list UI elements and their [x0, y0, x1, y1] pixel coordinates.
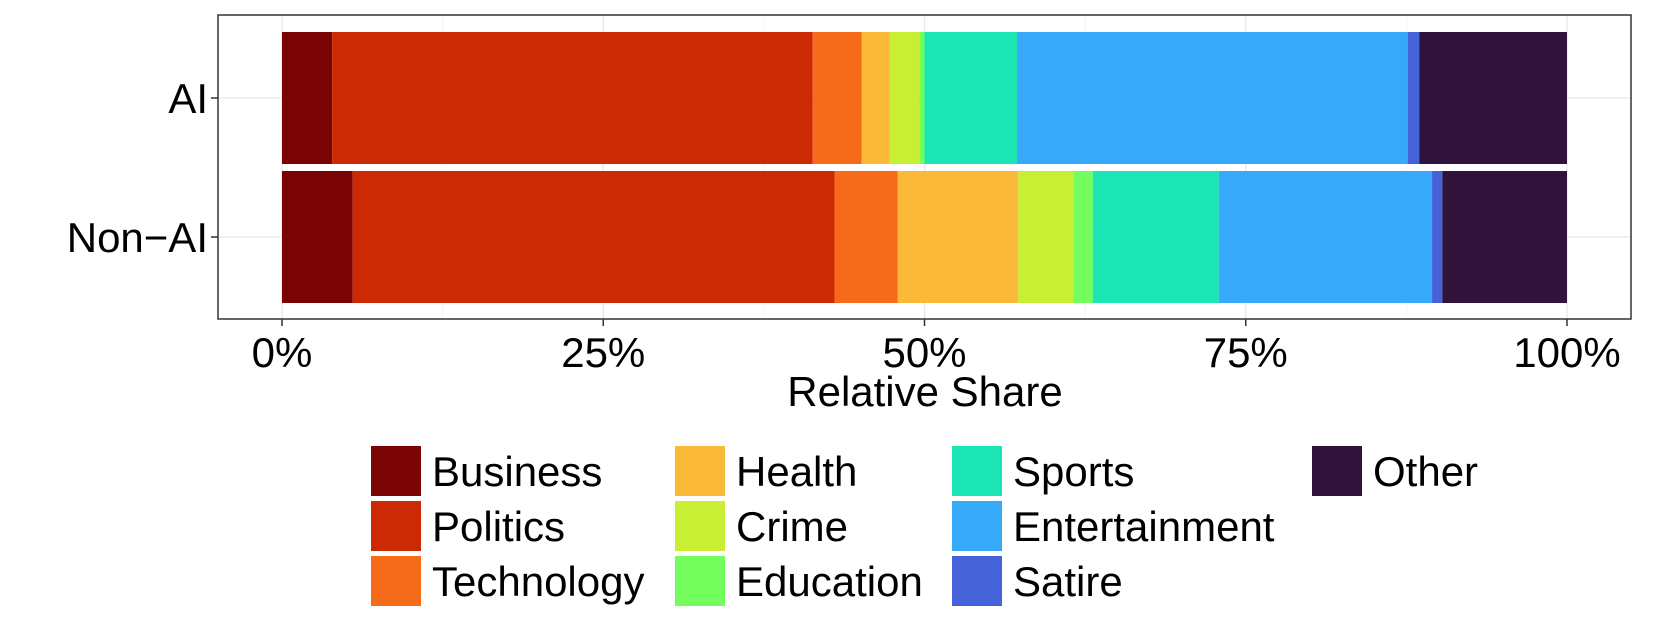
bar-segment-politics: [332, 32, 813, 164]
legend-label: Education: [736, 558, 923, 605]
legend-label: Politics: [432, 503, 565, 550]
legend-key-entertainment: [950, 499, 1004, 553]
x-tick-label: 25%: [561, 329, 645, 376]
legend-label: Crime: [736, 503, 848, 550]
bar-segment-entertainment: [1017, 32, 1408, 164]
x-tick-label: 100%: [1513, 329, 1620, 376]
bar-segments: [282, 32, 1567, 303]
bar-segment-other: [1419, 32, 1567, 164]
legend-key-technology: [369, 554, 423, 608]
bar-segment-education: [1073, 171, 1093, 303]
legend-label: Satire: [1013, 558, 1123, 605]
bar-segment-health: [897, 171, 1019, 303]
legend: Business Politics Technology Health Crime Edu…: [369, 444, 1478, 608]
legend-label: Business: [432, 448, 602, 495]
legend-key-crime: [673, 499, 727, 553]
x-axis-title: Relative Share: [787, 368, 1062, 415]
legend-key-politics: [369, 499, 423, 553]
legend-label: Sports: [1013, 448, 1134, 495]
legend-key-other: [1310, 444, 1364, 498]
bar-segment-crime: [1018, 171, 1074, 303]
legend-label: Health: [736, 448, 857, 495]
x-axis: 0% 25% 50% 75% 100%: [252, 319, 1621, 376]
bar-segment-technology: [834, 171, 898, 303]
legend-key-education: [673, 554, 727, 608]
bar-segment-other: [1442, 171, 1567, 303]
x-tick-label: 50%: [882, 329, 966, 376]
legend-key-business: [369, 444, 423, 498]
bar-segment-politics: [352, 171, 835, 303]
x-tick-label: 0%: [252, 329, 313, 376]
bar-segment-health: [861, 32, 890, 164]
y-tick-label: AI: [168, 75, 208, 122]
bar-segment-business: [282, 171, 353, 303]
legend-key-sports: [950, 444, 1004, 498]
bar-segment-business: [282, 32, 333, 164]
legend-label: Technology: [432, 558, 644, 605]
legend-key-health: [673, 444, 727, 498]
bar-segment-sports: [924, 32, 1018, 164]
bar-segment-satire: [1407, 32, 1420, 164]
y-axis: AI Non−AI: [67, 75, 218, 261]
legend-label: Entertainment: [1013, 503, 1275, 550]
legend-label: Other: [1373, 448, 1478, 495]
bar-segment-satire: [1432, 171, 1443, 303]
y-tick-label: Non−AI: [67, 214, 208, 261]
bar-segment-crime: [889, 32, 920, 164]
legend-key-satire: [950, 554, 1004, 608]
bar-segment-technology: [812, 32, 862, 164]
bar-segment-entertainment: [1218, 171, 1433, 303]
bar-segment-education: [919, 32, 925, 164]
x-tick-label: 75%: [1204, 329, 1288, 376]
bar-segment-sports: [1092, 171, 1219, 303]
